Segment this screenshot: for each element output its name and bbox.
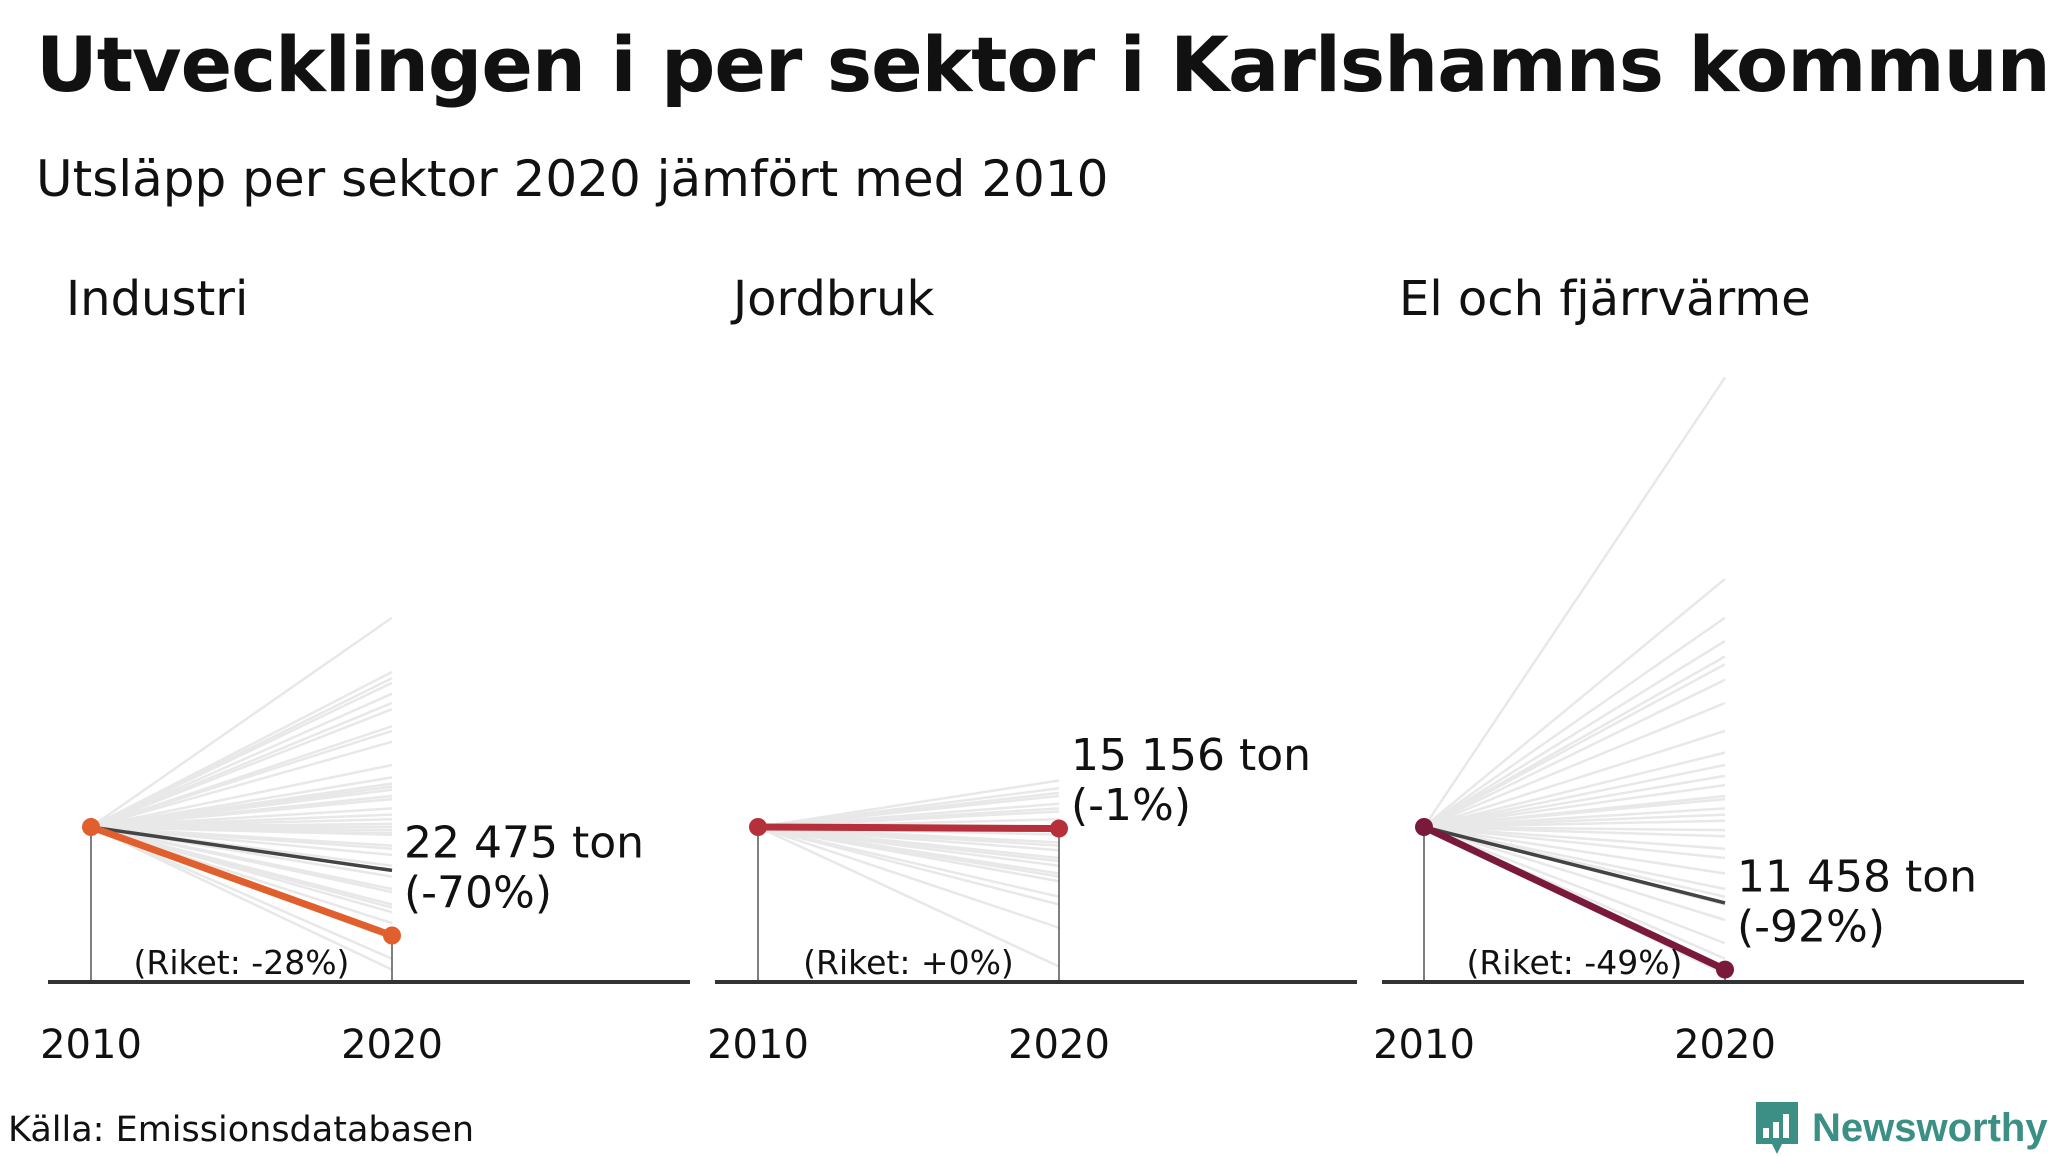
background-series-line [90,776,393,829]
background-series-line [1423,701,1726,829]
background-series-line [90,708,393,829]
background-series-line [1423,783,1726,829]
background-series-line [1423,729,1726,829]
chart-panel: El och fjärrvärme 2010 2020 11 458 ton(-92%… [1373,271,2024,1068]
background-series-line [90,813,393,829]
brand-logo: Newsworthy [1752,1100,2048,1156]
background-series-line [90,822,393,829]
data-label-value: 22 475 ton [404,818,644,869]
background-series-line [757,825,1060,863]
data-label-value: 11 458 ton [1737,852,1977,903]
chart-subtitle: Utsläpp per sektor 2020 jämfört med 2010 [36,150,1109,208]
background-series-line [757,779,1060,829]
background-series-line [1422,376,1727,828]
chart-panel: Jordbruk 2010 2020 15 156 ton(-1%) (Riket: +… [707,271,1357,1068]
background-series-line [1423,825,1726,875]
background-series-line [1423,616,1726,829]
background-series-line [90,763,393,829]
background-series-line [1423,678,1726,829]
background-series-line [1423,825,1726,922]
background-series-line [90,825,393,894]
background-series-line [1423,825,1726,860]
highlight-point [749,818,767,836]
chart-panel: Industri 2010 2020 22 475 ton(-70%) (Riket: … [40,271,690,1068]
data-label-change: (-1%) [1071,780,1191,831]
background-series-line [1423,578,1726,828]
highlight-point [1050,819,1068,838]
background-series-line [1423,663,1726,829]
highlight-point [1415,818,1433,836]
source-note: Källa: Emissionsdatabasen [8,1110,475,1150]
background-series-line [757,825,1060,906]
background-series-line [757,825,1060,898]
data-label-change: (-70%) [404,868,552,919]
background-series-line [1423,751,1726,829]
background-series-line [1423,639,1726,829]
national-series-line [90,825,393,873]
background-series-line [90,825,393,971]
highlight-point [1716,960,1734,979]
highlight-series-line [754,823,1063,833]
national-annotation: (Riket: -28%) [134,943,350,982]
background-series-line [1423,825,1726,850]
panel-title: Industri [66,271,248,327]
chart-title: Utvecklingen i per sektor i Karlshamns k… [36,20,2048,109]
x-tick-label: 2020 [1674,1022,1776,1068]
background-series-line [1423,774,1726,829]
background-series-line [1423,825,1726,945]
x-tick-label: 2010 [707,1022,809,1068]
background-series-line [1423,794,1726,829]
x-tick-label: 2010 [40,1022,142,1068]
background-series-line [90,681,393,829]
highlight-series-line [1420,823,1729,974]
national-series-line [1423,825,1726,905]
panel-title: El och fjärrvärme [1399,271,1811,327]
background-series-line [90,692,393,829]
national-annotation: (Riket: +0%) [803,943,1014,982]
data-label-value: 15 156 ton [1071,730,1311,781]
x-tick-label: 2020 [341,1022,443,1068]
background-series-line [757,825,1060,929]
data-label-change: (-92%) [1737,902,1885,953]
background-series-line [90,740,393,829]
brand-name: Newsworthy [1812,1105,2048,1150]
background-series-line [90,729,393,829]
background-series-line [757,825,1060,968]
background-series-line [757,791,1060,829]
newsworthy-logo-icon [1756,1102,1798,1154]
highlight-point [82,818,100,836]
background-series-line [1423,763,1726,829]
panel-title: Jordbruk [730,271,935,327]
background-series-line [90,785,393,829]
background-series-line [90,616,393,829]
background-series-line [757,825,1060,878]
x-tick-label: 2010 [1373,1022,1475,1068]
background-series-line [90,825,393,909]
highlight-point [383,926,401,945]
background-series-line [1423,825,1726,891]
x-tick-label: 2020 [1008,1022,1110,1068]
national-annotation: (Riket: -49%) [1467,943,1683,982]
background-series-line [1423,819,1726,829]
background-series-line [90,825,393,960]
background-series-line [90,825,393,857]
background-series-line [1423,807,1726,829]
background-series-line [1423,825,1726,838]
highlight-series-line [87,823,396,939]
